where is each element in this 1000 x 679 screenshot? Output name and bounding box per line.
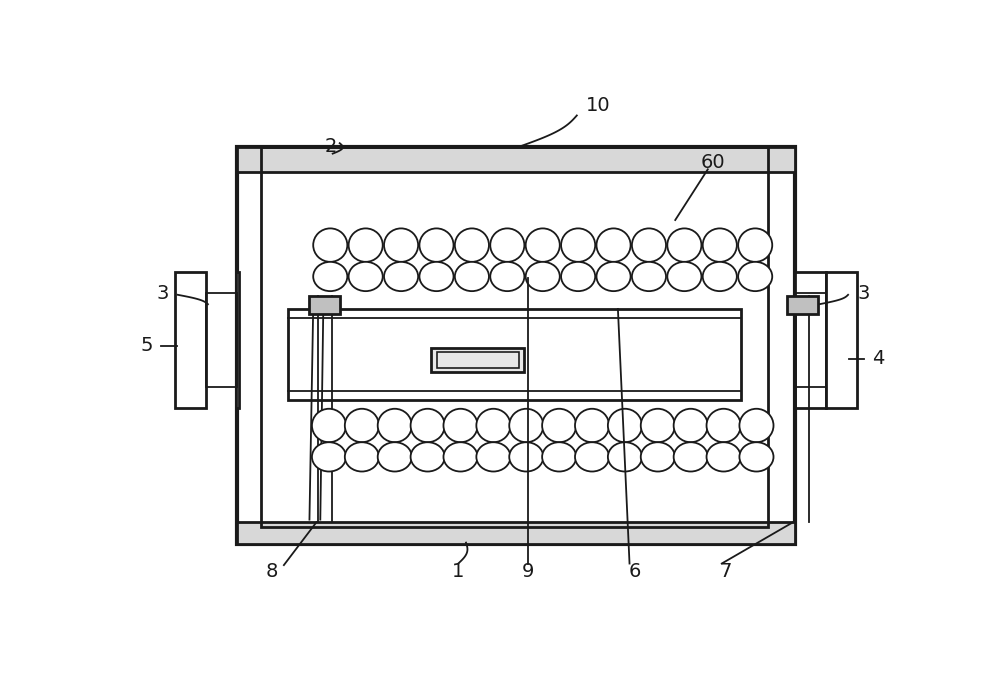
Ellipse shape (455, 262, 489, 291)
Ellipse shape (608, 442, 642, 471)
Ellipse shape (738, 228, 772, 262)
Ellipse shape (384, 228, 418, 262)
Text: 5: 5 (140, 336, 153, 355)
Ellipse shape (596, 228, 631, 262)
Ellipse shape (542, 442, 576, 471)
Ellipse shape (703, 228, 737, 262)
Ellipse shape (312, 442, 346, 471)
Ellipse shape (312, 409, 346, 442)
Ellipse shape (667, 262, 701, 291)
Ellipse shape (443, 409, 478, 442)
Text: 10: 10 (585, 96, 610, 115)
Ellipse shape (561, 262, 595, 291)
Bar (237, 147, 795, 172)
Ellipse shape (575, 409, 609, 442)
Ellipse shape (526, 262, 560, 291)
Text: 9: 9 (522, 562, 534, 581)
Text: 60: 60 (700, 153, 725, 172)
Ellipse shape (490, 262, 524, 291)
Ellipse shape (313, 262, 347, 291)
Ellipse shape (526, 228, 560, 262)
Text: 8: 8 (266, 562, 278, 581)
Bar (237, 147, 795, 544)
Ellipse shape (707, 442, 741, 471)
Ellipse shape (378, 409, 412, 442)
Ellipse shape (674, 442, 708, 471)
Ellipse shape (378, 442, 412, 471)
Ellipse shape (349, 228, 383, 262)
Ellipse shape (641, 442, 675, 471)
Ellipse shape (632, 228, 666, 262)
Ellipse shape (411, 442, 445, 471)
Ellipse shape (703, 262, 737, 291)
Ellipse shape (411, 409, 445, 442)
Ellipse shape (509, 409, 543, 442)
Bar (237, 522, 795, 544)
Ellipse shape (384, 262, 418, 291)
Bar (236, 272, 239, 408)
Bar (795, 272, 826, 408)
Bar (826, 272, 857, 408)
Ellipse shape (419, 228, 454, 262)
Bar (175, 272, 206, 408)
Bar (787, 296, 818, 314)
Ellipse shape (349, 262, 383, 291)
Bar (431, 348, 524, 371)
Text: 7: 7 (719, 562, 732, 581)
Ellipse shape (490, 228, 524, 262)
Ellipse shape (443, 442, 478, 471)
Ellipse shape (707, 409, 741, 442)
Ellipse shape (667, 228, 701, 262)
Ellipse shape (739, 409, 774, 442)
Bar (261, 147, 768, 527)
Ellipse shape (419, 262, 454, 291)
Text: 3: 3 (857, 284, 870, 303)
Ellipse shape (561, 228, 595, 262)
Bar (309, 296, 340, 314)
Bar (206, 293, 237, 387)
Ellipse shape (476, 442, 510, 471)
Ellipse shape (596, 262, 631, 291)
Text: 2: 2 (324, 137, 337, 156)
Bar (795, 293, 826, 387)
Text: 1: 1 (452, 562, 464, 581)
Ellipse shape (739, 442, 774, 471)
Text: 3: 3 (156, 284, 168, 303)
Ellipse shape (345, 409, 379, 442)
Text: 4: 4 (872, 349, 884, 368)
Ellipse shape (313, 228, 347, 262)
Ellipse shape (738, 262, 772, 291)
Ellipse shape (608, 409, 642, 442)
Ellipse shape (641, 409, 675, 442)
Text: 6: 6 (629, 562, 641, 581)
Bar (288, 309, 741, 401)
Ellipse shape (575, 442, 609, 471)
Ellipse shape (509, 442, 543, 471)
Ellipse shape (632, 262, 666, 291)
Ellipse shape (542, 409, 576, 442)
Ellipse shape (674, 409, 708, 442)
Ellipse shape (455, 228, 489, 262)
Ellipse shape (476, 409, 510, 442)
Bar (437, 352, 519, 368)
Ellipse shape (345, 442, 379, 471)
